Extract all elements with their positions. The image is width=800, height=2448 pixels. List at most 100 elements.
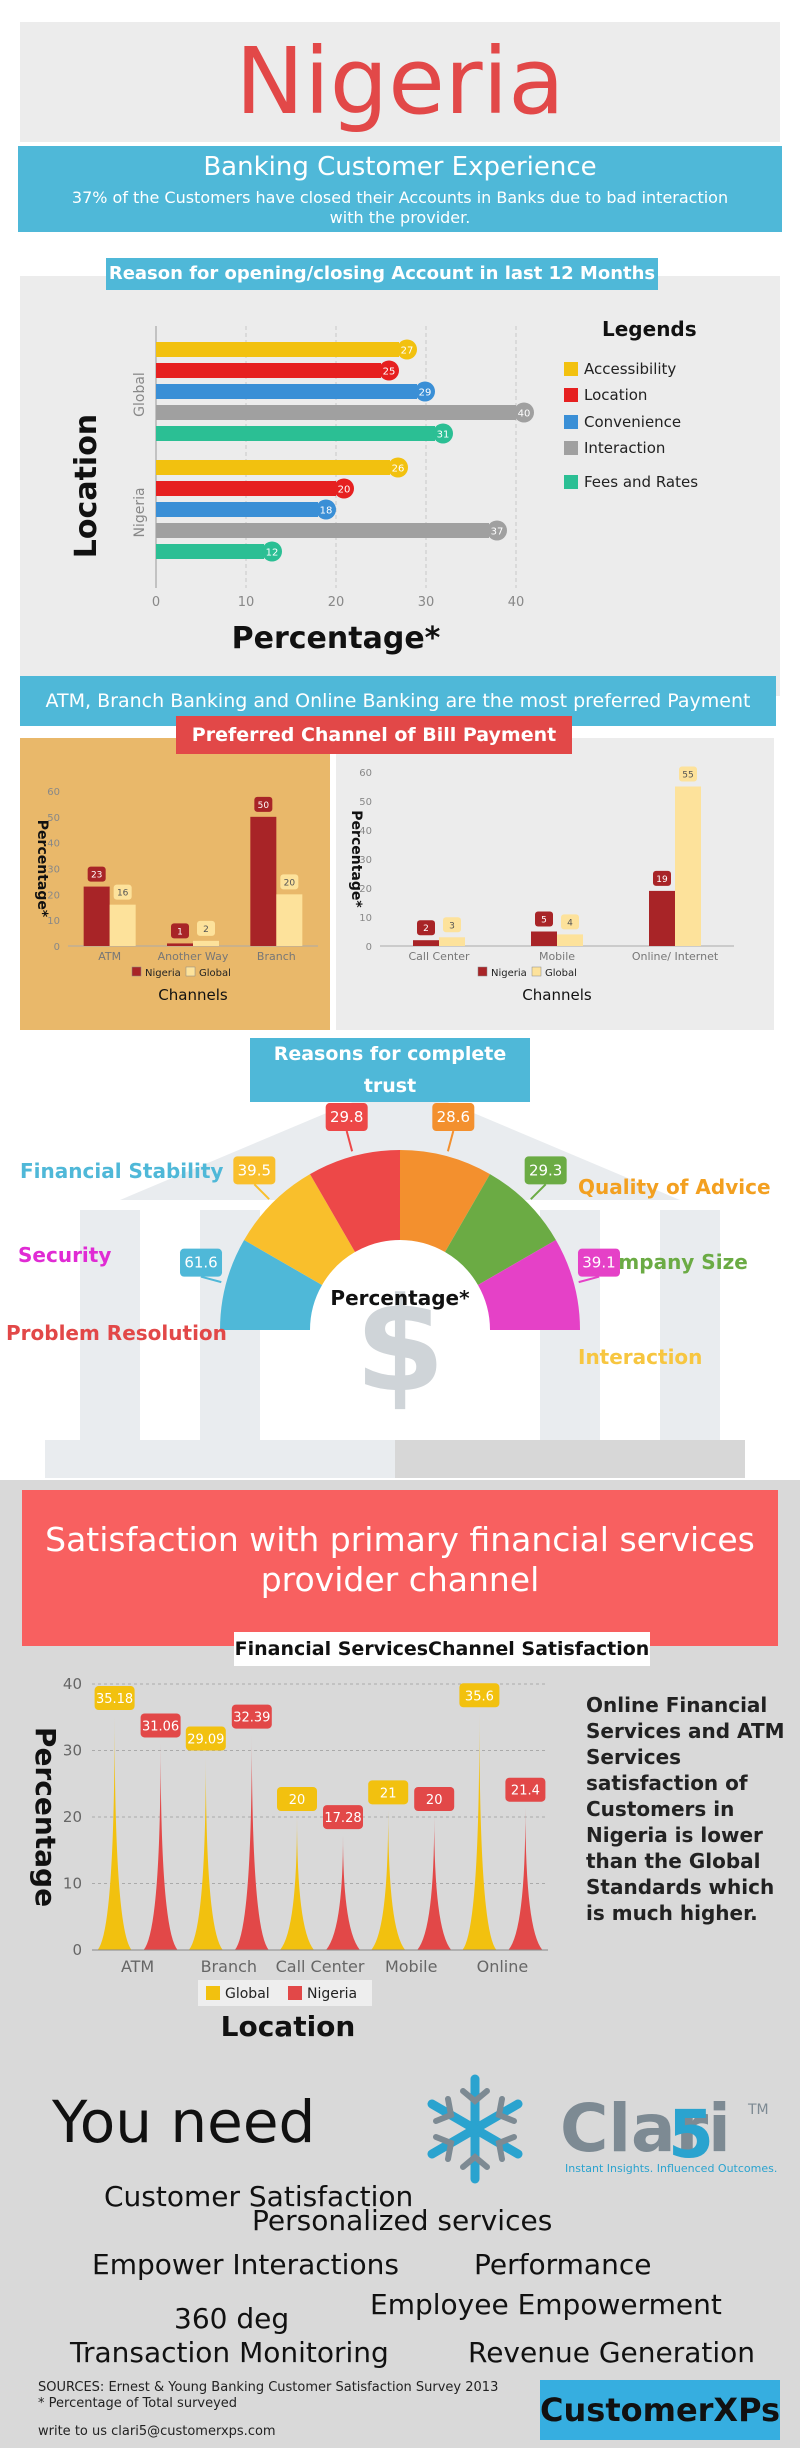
legend-label-global: Global xyxy=(225,1986,270,2002)
legend-label-global: Global xyxy=(199,968,231,979)
legend-swatch-fees-and-rates xyxy=(564,475,578,489)
x-axis-title: Channels xyxy=(158,986,228,1004)
clari5-logo-tm: TM xyxy=(748,2102,769,2118)
bar-tag xyxy=(433,423,453,444)
bar-global-fees-and-rates xyxy=(156,426,435,441)
y-tick-label: 60 xyxy=(47,787,60,798)
x-tick-label: 20 xyxy=(328,595,345,610)
bar-value-label: 25 xyxy=(383,367,396,378)
y-tick-label: 30 xyxy=(63,1742,82,1760)
legend-label-interaction: Interaction xyxy=(584,439,665,457)
clari5-tagline: Instant Insights. Influenced Outcomes. xyxy=(565,2162,778,2175)
spike-tag xyxy=(140,1713,181,1738)
x-tick-label: Online/ Internet xyxy=(632,950,719,963)
x-tick-label: Mobile xyxy=(385,1957,437,1976)
slice-value-label: 61.6 xyxy=(184,1254,217,1272)
clari5-logo-digit: 5 xyxy=(668,2096,714,2173)
slice-name-problem-resolution: Problem Resolution xyxy=(6,1321,227,1345)
legend-label-location: Location xyxy=(584,386,647,404)
customerxps-logo: CustomerXPs xyxy=(540,2380,780,2440)
bar-tag xyxy=(262,541,282,562)
slice-leader xyxy=(446,1130,455,1152)
bar-global-location xyxy=(156,363,381,378)
legend-swatch-global xyxy=(206,1986,220,2000)
bar-tag xyxy=(379,360,399,381)
bar-online-internet-nigeria xyxy=(649,890,675,946)
bar-value-label: 2 xyxy=(423,924,429,934)
slice-tag xyxy=(233,1156,276,1185)
y-tick-label: 20 xyxy=(359,884,372,895)
bar-tag xyxy=(316,499,336,520)
x-axis-title: Location xyxy=(221,2010,356,2043)
spike-atm-global xyxy=(97,1716,132,1950)
x-tick-label: 40 xyxy=(508,595,525,610)
x-tick-label: 0 xyxy=(152,595,160,610)
bar-tag xyxy=(254,796,273,812)
spike-value-label: 35.18 xyxy=(96,1692,133,1707)
bill-payment-label: Preferred Channel of Bill Payment xyxy=(176,716,572,754)
item-transaction-monitoring: Transaction Monitoring xyxy=(70,2336,389,2369)
bill-payment-left-panel xyxy=(20,738,330,1030)
bar-value-label: 37 xyxy=(491,527,504,538)
y-tick-label: 40 xyxy=(63,1675,82,1693)
item-360-deg: 360 deg xyxy=(174,2302,290,2335)
item-customer-satisfaction: Customer Satisfaction xyxy=(104,2180,414,2213)
slice-tag xyxy=(524,1156,567,1185)
trust-chart: 61.6 Problem Resolution 39.5 Security 29.8 Fi… xyxy=(6,1103,771,1421)
trust-label: Reasons for complete trust xyxy=(250,1038,530,1102)
bar-tag xyxy=(87,866,106,882)
x-axis-title: Percentage* xyxy=(232,621,441,656)
bill-payment-chart-left: 0 10 20 30 40 50 60 23 16 ATM 1 2 Another Way 50 20 Bra… xyxy=(34,787,318,1004)
spike-branch-nigeria xyxy=(234,1734,269,1950)
bar-value-label: 26 xyxy=(392,464,405,475)
slice-problem-resolution xyxy=(220,1240,323,1330)
legend-swatch-interaction xyxy=(564,441,578,455)
spike-call-center-nigeria xyxy=(326,1835,360,1950)
bar-value-label: 27 xyxy=(401,346,414,357)
legend-label-convenience: Convenience xyxy=(584,413,681,431)
spike-value-label: 35.6 xyxy=(465,1689,494,1704)
spike-online-nigeria xyxy=(508,1807,543,1950)
slice-company-size xyxy=(445,1174,556,1285)
bar-tag xyxy=(334,478,354,499)
bar-value-label: 2 xyxy=(203,925,209,935)
bar-value-label: 31 xyxy=(437,430,450,441)
slice-interaction xyxy=(477,1240,580,1330)
bar-branch-nigeria xyxy=(250,816,277,946)
y-tick-label: 50 xyxy=(359,797,372,808)
you-need-heading: You need xyxy=(52,2088,316,2156)
bar-branch-global xyxy=(276,894,303,946)
footnote-line: * Percentage of Total surveyed xyxy=(38,2396,238,2411)
contact-email[interactable]: write to us clari5@customerxps.com xyxy=(38,2424,276,2439)
bar-nigeria-interaction xyxy=(156,523,489,538)
header-tagline: 37% of the Customers have closed their A… xyxy=(71,188,729,227)
slice-leader xyxy=(578,1275,600,1284)
legend-label-nigeria: Nigeria xyxy=(491,968,527,979)
bar-tag xyxy=(487,520,507,541)
sources-text: SOURCES: Ernest & Young Banking Customer… xyxy=(38,2380,498,2412)
y-tick-label: 30 xyxy=(359,855,372,866)
sources-line: SOURCES: Ernest & Young Banking Customer… xyxy=(38,2380,499,2395)
bar-tag xyxy=(397,339,417,360)
clari5-logo-text: Clari xyxy=(560,2090,731,2167)
x-tick-label: Branch xyxy=(201,1957,257,1976)
item-empower-interactions: Empower Interactions xyxy=(92,2248,399,2281)
account-reasons-chart: 0 10 20 30 40 Global 27 25 29 40 31 Nigeria 26 20 18 37… xyxy=(69,317,698,656)
satisfaction-banner: Satisfaction with primary financial serv… xyxy=(22,1490,778,1646)
spike-tag xyxy=(185,1726,226,1751)
slice-tag xyxy=(577,1248,620,1277)
legend-swatch-accessibility xyxy=(564,362,578,376)
y-tick-label: 40 xyxy=(359,826,372,837)
spike-atm-nigeria xyxy=(143,1743,178,1950)
bar-tag xyxy=(415,381,435,402)
bar-value-label: 23 xyxy=(91,871,102,881)
x-tick-label: Mobile xyxy=(539,950,575,963)
y-axis-title: Percentage* xyxy=(348,810,364,908)
legend-swatch-location xyxy=(564,388,578,402)
bar-value-label: 16 xyxy=(117,889,129,899)
y-tick-label: 30 xyxy=(47,865,60,876)
x-tick-label: Branch xyxy=(257,950,296,963)
y-tick-label: 60 xyxy=(359,768,372,779)
item-employee-empowerment: Employee Empowerment xyxy=(370,2288,722,2321)
y-tick-label: 0 xyxy=(72,1941,82,1959)
